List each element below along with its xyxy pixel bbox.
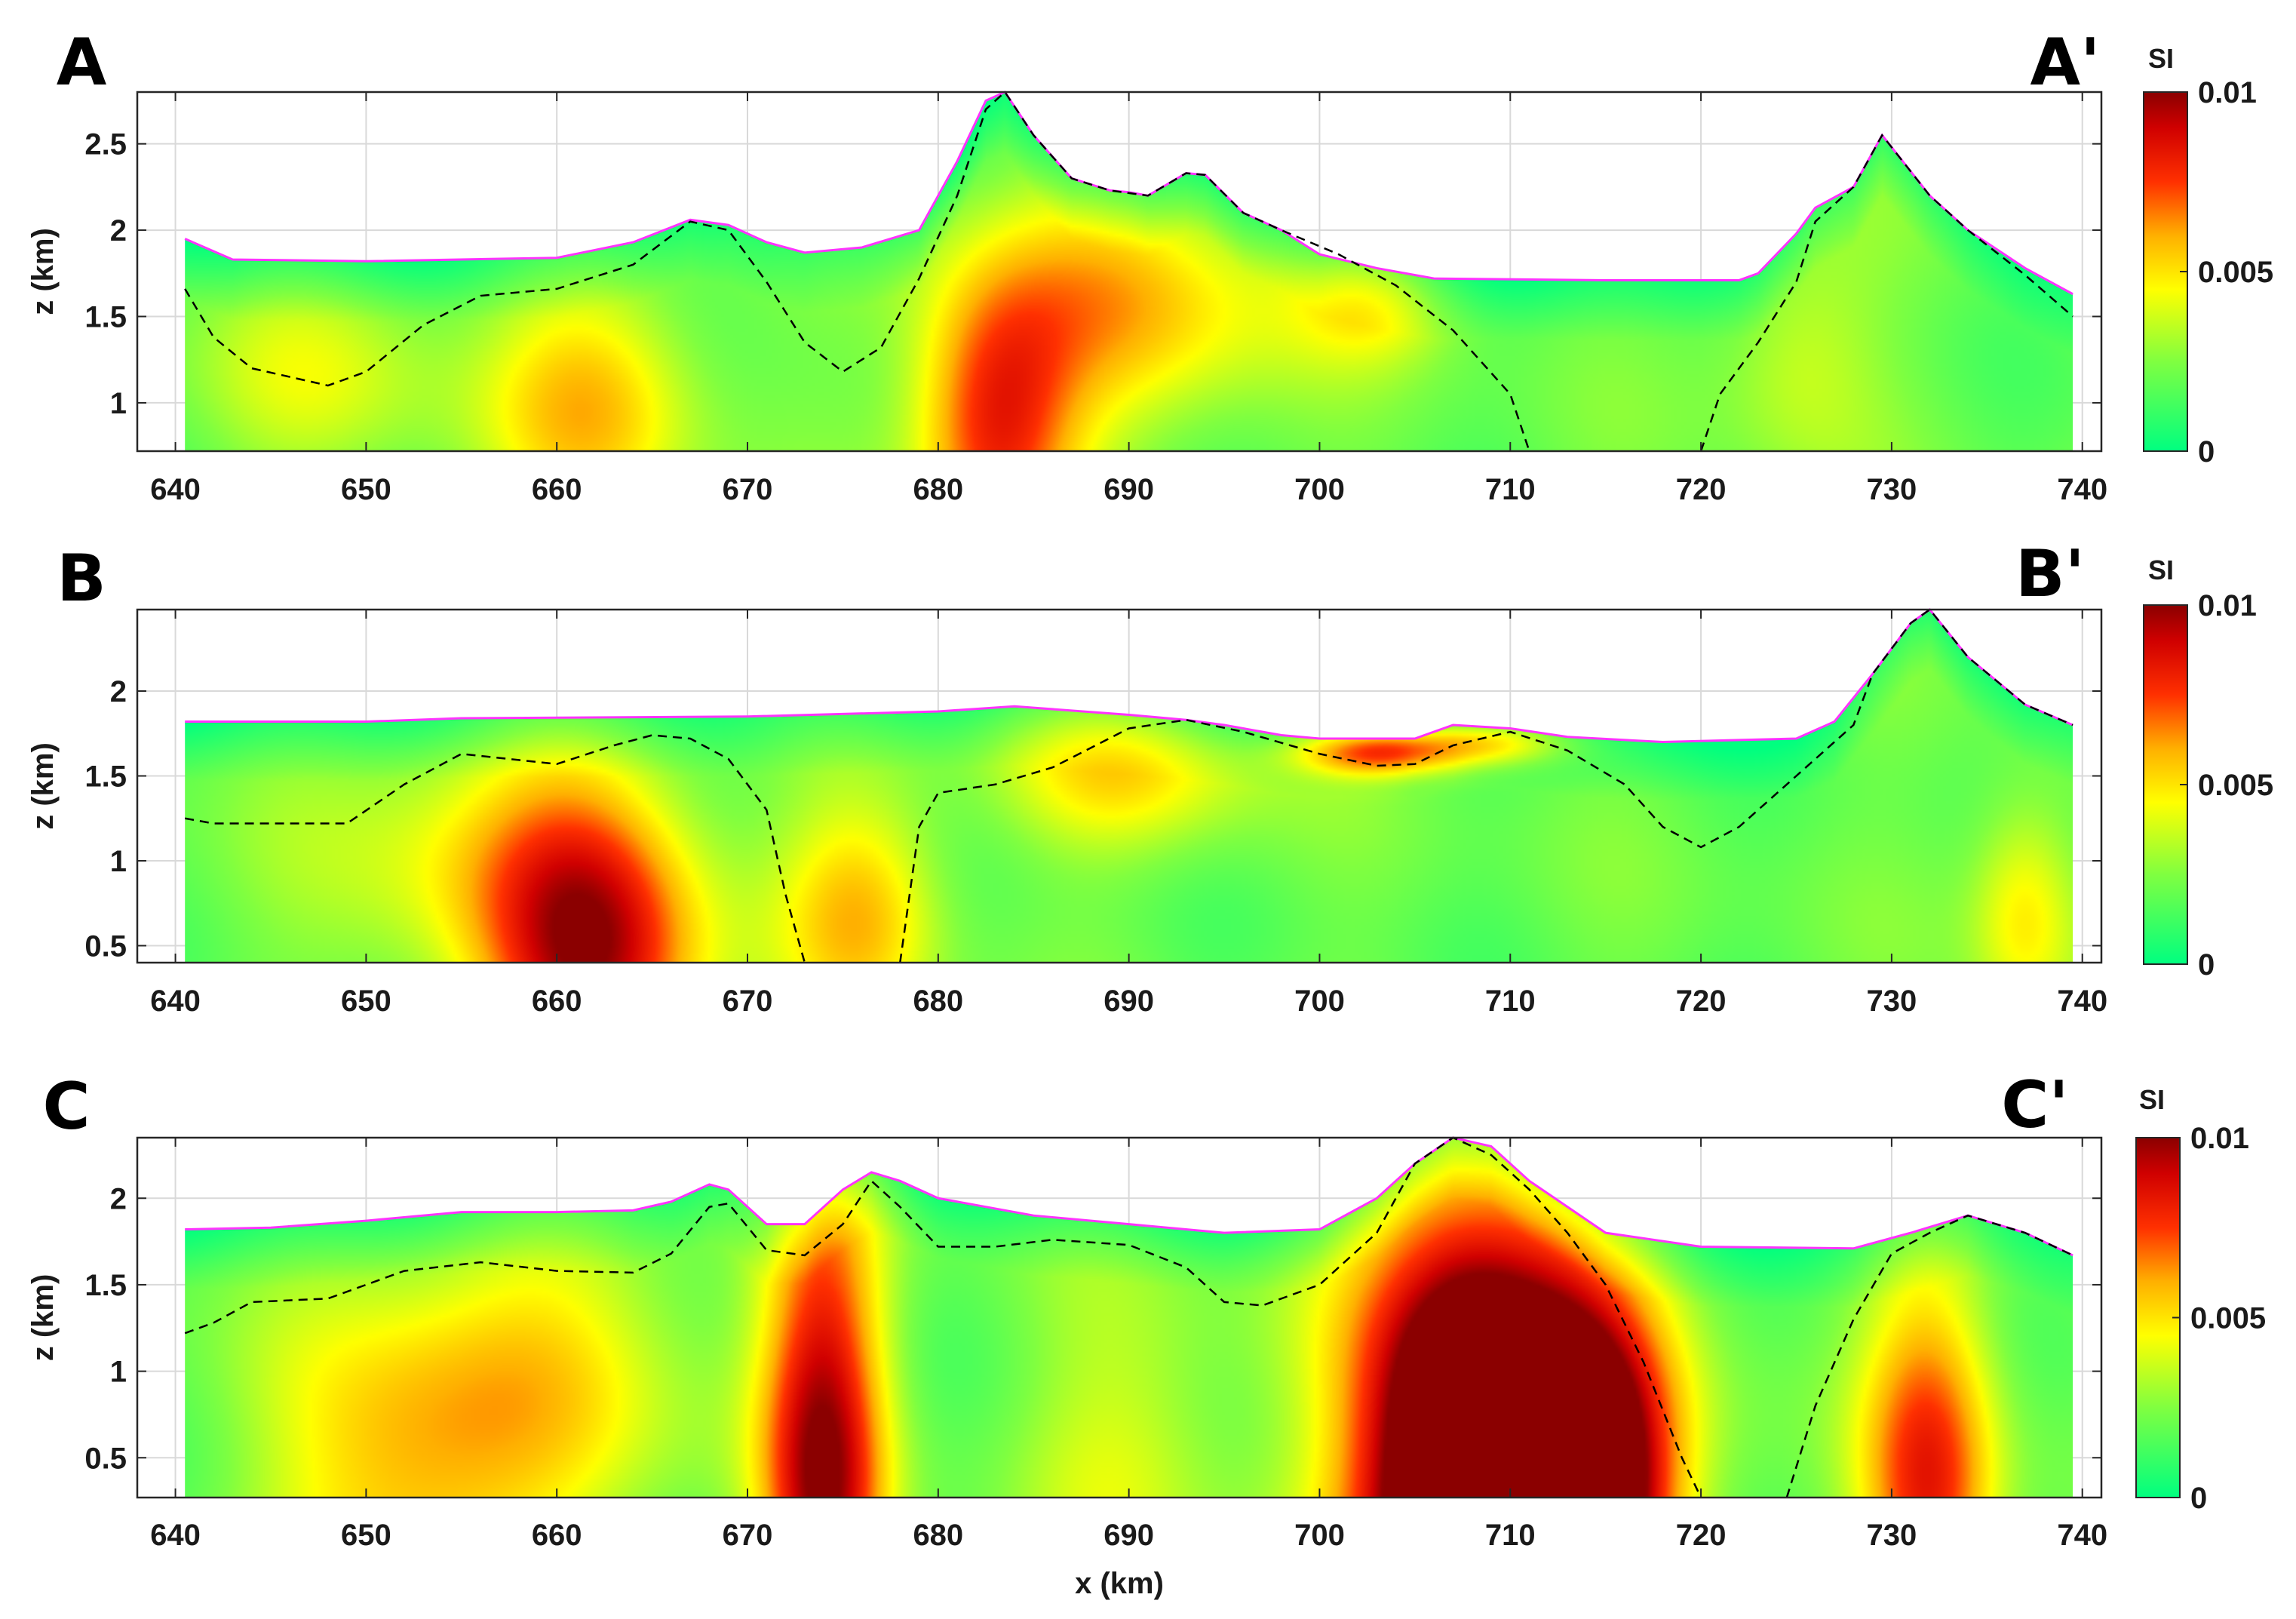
x-tick-label: 740 (2057, 985, 2107, 1018)
colorbar-tick-label: 0.005 (2190, 1302, 2266, 1335)
x-axis-label: x (km) (1075, 1567, 1164, 1600)
y-tick-label: 1.5 (84, 760, 127, 794)
profile-start-label: B (57, 541, 106, 616)
axes-frame (136, 91, 2103, 453)
panels-root: 640 650 660 670 680 690 700 710 720 730 740 1 1.5 2 2.… (26, 25, 2273, 1600)
x-tick-label: 670 (723, 1519, 773, 1552)
colorbar-tick-label: 0.005 (2198, 256, 2273, 289)
y-tick-label: 1 (110, 1356, 127, 1389)
profile-end-label: C' (2001, 1068, 2068, 1143)
y-tick-label: 2 (110, 214, 127, 247)
x-tick-label: 720 (1676, 985, 1727, 1018)
x-tick-label: 680 (913, 473, 963, 506)
dashed-boundary (899, 608, 2073, 963)
profile-end-label: A' (2030, 25, 2101, 100)
x-tick-label: 710 (1485, 985, 1536, 1018)
x-tick-label: 650 (341, 985, 391, 1018)
y-tick-label: 2 (110, 675, 127, 708)
x-tick-label: 650 (341, 1519, 391, 1552)
y-axis-label: z (km) (26, 228, 60, 315)
dashed-boundary (184, 1136, 1702, 1498)
x-tick-label: 730 (1867, 985, 1917, 1018)
panel-a: 640 650 660 670 680 690 700 710 720 730 740 1 1.5 2 2.… (26, 25, 2273, 506)
x-tick-label: 680 (913, 1519, 963, 1552)
dashed-boundary (1699, 133, 2073, 452)
colorbar-tick-label: 0.01 (2198, 589, 2257, 622)
axes-frame (136, 608, 2103, 964)
dashed-boundary (1785, 1214, 2073, 1498)
colorbar: 0.01 0.005 0 SI (2135, 1084, 2266, 1515)
x-tick-label: 640 (150, 473, 201, 506)
x-tick-label: 690 (1103, 1519, 1154, 1552)
x-tick-label: 700 (1294, 985, 1345, 1018)
y-tick-label: 1.5 (84, 301, 127, 334)
x-tick-label: 640 (150, 1519, 201, 1552)
profile-start-label: C (42, 1069, 90, 1144)
y-tick-label: 2.5 (84, 128, 127, 161)
colorbar-title: SI (2148, 43, 2174, 74)
x-tick-label: 720 (1676, 473, 1727, 506)
y-tick-label: 1 (110, 845, 127, 878)
x-tick-label: 660 (532, 1519, 582, 1552)
x-tick-label: 690 (1103, 473, 1154, 506)
colorbar-tick-label: 0 (2198, 435, 2215, 468)
colorbar-tick-label: 0 (2190, 1482, 2207, 1515)
x-tick-label: 670 (723, 985, 773, 1018)
colorbar-title: SI (2139, 1084, 2165, 1115)
colorbar-tick-label: 0.005 (2198, 769, 2273, 802)
colorbar-title: SI (2148, 555, 2174, 585)
topography-line (185, 1136, 2073, 1257)
colorbar-tick-label: 0.01 (2190, 1122, 2249, 1155)
axes-frame (136, 1136, 2103, 1499)
x-tick-label: 700 (1294, 1519, 1345, 1552)
x-tick-label: 730 (1867, 473, 1917, 506)
x-tick-label: 730 (1867, 1519, 1917, 1552)
x-tick-label: 710 (1485, 473, 1536, 506)
x-tick-label: 700 (1294, 473, 1345, 506)
y-tick-label: 1.5 (84, 1269, 127, 1302)
dashed-boundary (184, 734, 806, 963)
panel-b: 640 650 660 670 680 690 700 710 720 730 740 0.5 1 1.5… (26, 536, 2273, 1018)
y-axis-label: z (km) (26, 742, 60, 830)
y-axis-label: z (km) (26, 1274, 60, 1362)
y-tick-label: 2 (110, 1182, 127, 1215)
x-tick-label: 640 (150, 985, 201, 1018)
y-tick-label: 0.5 (84, 930, 127, 963)
x-tick-label: 690 (1103, 985, 1154, 1018)
colorbar: 0.01 0.005 0 SI (2143, 555, 2273, 982)
x-tick-label: 740 (2057, 1519, 2107, 1552)
x-tick-label: 740 (2057, 473, 2107, 506)
profile-start-label: A (57, 25, 107, 100)
x-tick-label: 670 (723, 473, 773, 506)
y-tick-label: 1 (110, 387, 127, 420)
profile-end-label: B' (2015, 536, 2085, 612)
x-tick-label: 720 (1676, 1519, 1727, 1552)
y-tick-label: 0.5 (84, 1442, 127, 1475)
x-tick-label: 710 (1485, 1519, 1536, 1552)
dashed-boundary (184, 91, 1530, 452)
colorbar-tick-label: 0.01 (2198, 76, 2257, 109)
x-tick-label: 660 (532, 473, 582, 506)
panel-c: 640 650 660 670 680 690 700 710 720 730 740 0.5 1 1.5… (26, 1068, 2266, 1600)
colorbar-tick-label: 0 (2198, 948, 2215, 982)
x-tick-label: 650 (341, 473, 391, 506)
colorbar: 0.01 0.005 0 SI (2143, 43, 2273, 468)
x-tick-label: 680 (913, 985, 963, 1018)
x-tick-label: 660 (532, 985, 582, 1018)
